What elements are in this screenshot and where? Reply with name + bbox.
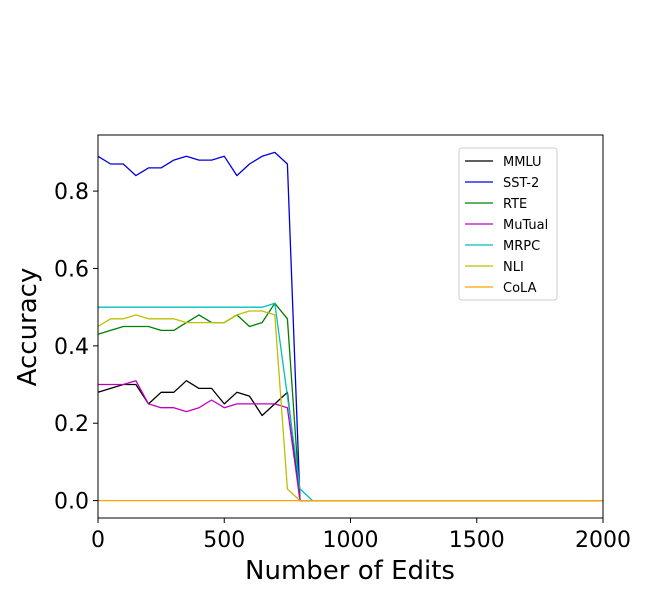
legend-label: NLI [503, 260, 524, 275]
legend-label: CoLA [503, 281, 537, 296]
y-tick-label: 0.0 [54, 490, 89, 515]
y-tick-label: 0.8 [54, 180, 89, 205]
legend-label: RTE [503, 197, 527, 212]
legend-label: SST-2 [503, 176, 539, 191]
y-tick-label: 0.6 [54, 257, 89, 282]
y-tick-label: 0.4 [54, 335, 89, 360]
x-axis-title: Number of Edits [245, 556, 455, 586]
x-tick-label: 1000 [323, 528, 379, 553]
x-tick-label: 0 [91, 528, 105, 553]
y-tick-label: 0.2 [54, 412, 89, 437]
x-tick-label: 1500 [449, 528, 505, 553]
legend-label: MuTual [503, 218, 548, 233]
series-layer [97, 151, 603, 502]
legend-label: MMLU [503, 155, 542, 170]
x-tick-label: 2000 [575, 528, 631, 553]
y-axis-title: Accuracy [13, 268, 43, 387]
legend: MMLU SST-2 RTE MuTual MRPC NLI CoLA [458, 147, 558, 301]
x-tick-label: 500 [203, 528, 245, 553]
legend-label: MRPC [503, 239, 540, 254]
legend-box [458, 147, 558, 301]
y-axis: 0.0 0.2 0.4 0.6 0.8 [54, 180, 98, 515]
x-axis: 0 500 1000 1500 2000 [91, 518, 631, 553]
